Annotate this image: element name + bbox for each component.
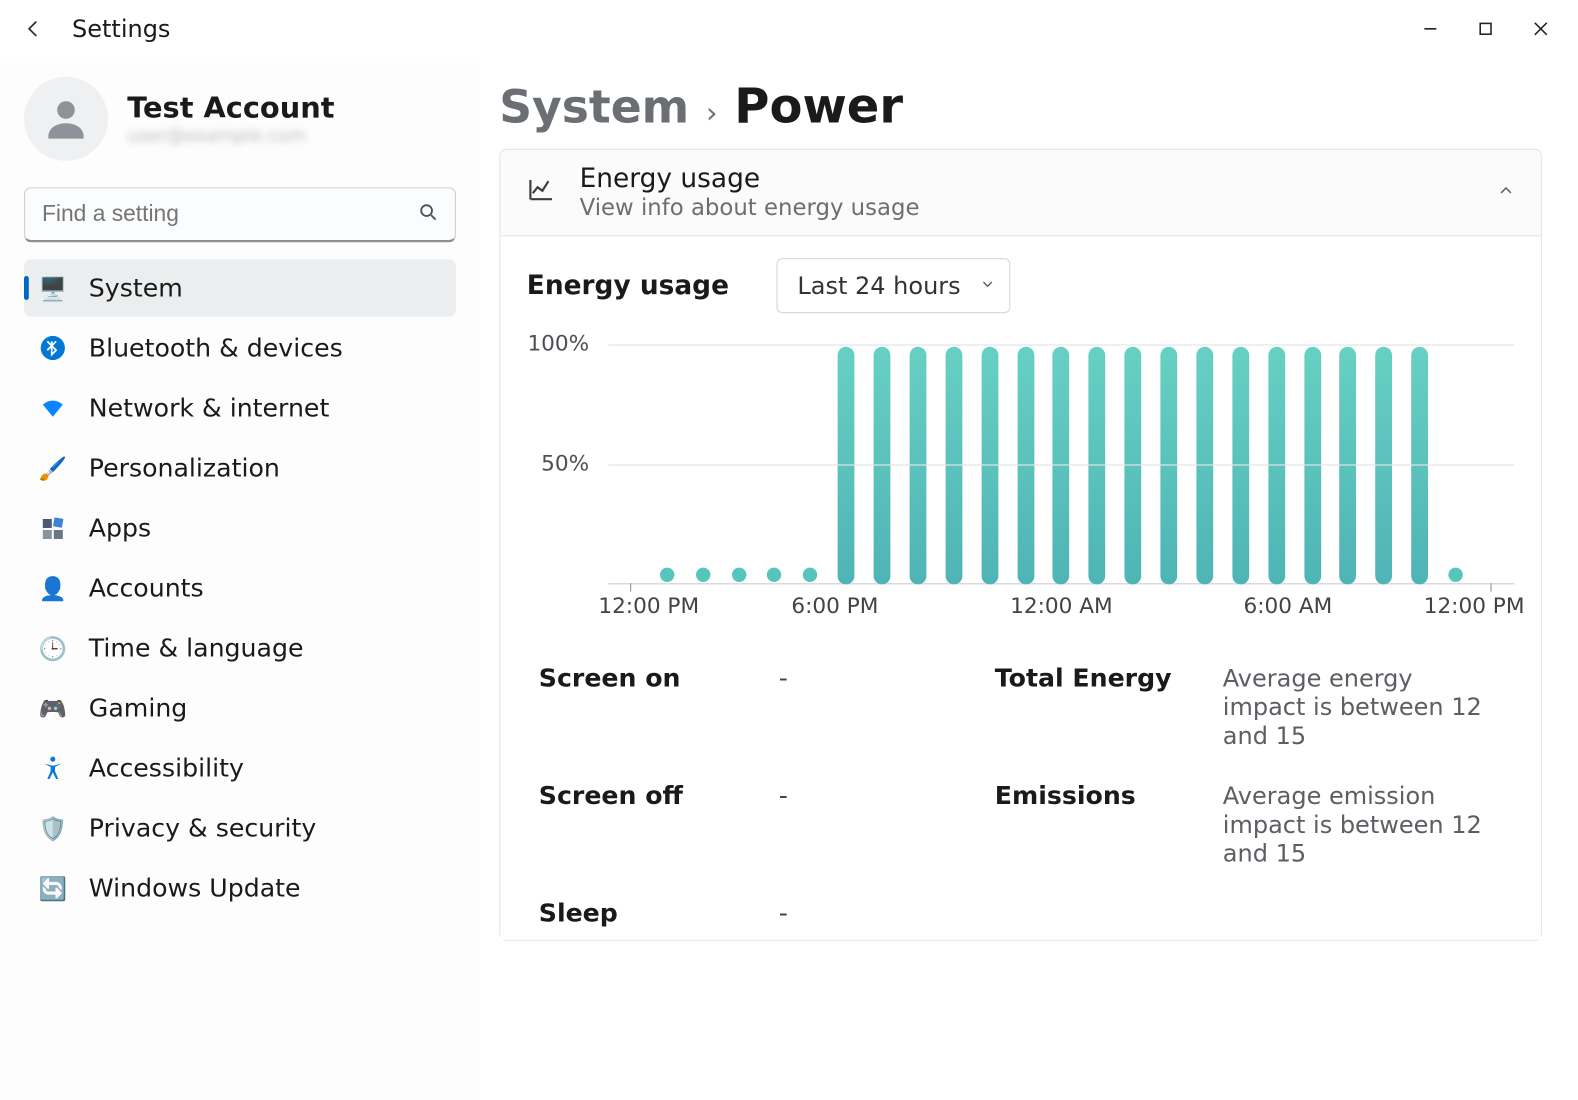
sidebar-item-label: Gaming	[89, 694, 187, 723]
title-bar: Settings	[0, 0, 1578, 58]
x-tick-label: 12:00 PM	[1424, 594, 1525, 619]
card-subtitle: View info about energy usage	[580, 194, 920, 220]
stat-label: Screen on	[539, 664, 779, 750]
nav-icon	[38, 334, 67, 363]
sidebar-item-label: System	[89, 274, 183, 303]
chevron-up-icon	[1498, 181, 1515, 204]
sidebar-item-label: Bluetooth & devices	[89, 334, 343, 363]
nav-icon	[38, 394, 67, 423]
search-input[interactable]	[24, 187, 456, 242]
sidebar-item-windows-update[interactable]: 🔄 Windows Update	[24, 859, 456, 917]
minimize-button[interactable]	[1403, 7, 1458, 50]
stat-value: -	[779, 899, 995, 928]
nav-icon: 🎮	[38, 694, 67, 723]
energy-usage-card: Energy usage View info about energy usag…	[499, 149, 1542, 941]
y-tick-label: 50%	[541, 451, 589, 476]
stat-label: Sleep	[539, 899, 779, 928]
stat-description	[1223, 899, 1503, 928]
nav-icon: 🔄	[38, 874, 67, 903]
back-button[interactable]	[10, 5, 58, 53]
content-area: System › Power Energy usage View info ab…	[480, 58, 1578, 1100]
stat-label: Total Energy	[995, 664, 1223, 750]
stat-description: Average energy impact is between 12 and …	[1223, 664, 1503, 750]
avatar-icon	[24, 77, 108, 161]
x-tick-label: 12:00 PM	[598, 594, 699, 619]
stat-label: Emissions	[995, 781, 1223, 867]
x-tick-label: 12:00 AM	[1010, 594, 1113, 619]
nav-icon: 🛡️	[38, 814, 67, 843]
sidebar-item-network-internet[interactable]: Network & internet	[24, 379, 456, 437]
close-button[interactable]	[1513, 7, 1568, 50]
sidebar-item-label: Apps	[89, 514, 151, 543]
stat-value: -	[779, 664, 995, 750]
chevron-right-icon: ›	[706, 96, 718, 130]
stat-label: Screen off	[539, 781, 779, 867]
account-name: Test Account	[127, 91, 334, 125]
sidebar-item-label: Network & internet	[89, 394, 330, 423]
sidebar-item-label: Accounts	[89, 574, 204, 603]
stat-label	[995, 899, 1223, 928]
nav-icon: 👤	[38, 574, 67, 603]
nav-list: 🖥️ System Bluetooth & devices Network & int…	[24, 259, 456, 917]
breadcrumb: System › Power	[499, 79, 1542, 134]
maximize-button[interactable]	[1458, 7, 1513, 50]
time-range-dropdown[interactable]: Last 24 hours	[777, 258, 1010, 313]
sidebar-item-privacy-security[interactable]: 🛡️ Privacy & security	[24, 799, 456, 857]
app-title: Settings	[58, 14, 171, 43]
sidebar: Test Account user@example.com 🖥️ System Bl…	[0, 58, 480, 1100]
sidebar-item-label: Privacy & security	[89, 814, 317, 843]
sidebar-item-label: Accessibility	[89, 754, 244, 783]
stat-value: -	[779, 781, 995, 867]
nav-icon	[38, 754, 67, 783]
account-block[interactable]: Test Account user@example.com	[24, 77, 456, 161]
nav-icon: 🕒	[38, 634, 67, 663]
breadcrumb-parent[interactable]: System	[499, 80, 689, 133]
energy-usage-header[interactable]: Energy usage View info about energy usag…	[500, 150, 1540, 236]
nav-icon: 🖌️	[38, 454, 67, 483]
energy-stats: Screen on-Total EnergyAverage energy imp…	[527, 664, 1515, 928]
account-email: user@example.com	[127, 125, 334, 147]
search-icon	[418, 202, 440, 228]
sidebar-item-system[interactable]: 🖥️ System	[24, 259, 456, 317]
y-tick-label: 100%	[527, 331, 589, 356]
sidebar-item-label: Personalization	[89, 454, 280, 483]
breadcrumb-current: Power	[734, 79, 903, 134]
chart-icon	[527, 175, 556, 211]
sidebar-item-bluetooth-devices[interactable]: Bluetooth & devices	[24, 319, 456, 377]
sidebar-item-apps[interactable]: Apps	[24, 499, 456, 557]
sidebar-item-gaming[interactable]: 🎮 Gaming	[24, 679, 456, 737]
stat-description: Average emission impact is between 12 an…	[1223, 781, 1503, 867]
nav-icon: 🖥️	[38, 274, 67, 303]
sidebar-item-label: Time & language	[89, 634, 304, 663]
sidebar-item-time-language[interactable]: 🕒 Time & language	[24, 619, 456, 677]
energy-section-label: Energy usage	[527, 271, 729, 301]
sidebar-item-personalization[interactable]: 🖌️ Personalization	[24, 439, 456, 497]
dropdown-value: Last 24 hours	[797, 271, 960, 300]
sidebar-item-accessibility[interactable]: Accessibility	[24, 739, 456, 797]
chevron-down-icon	[980, 277, 994, 295]
sidebar-item-accounts[interactable]: 👤 Accounts	[24, 559, 456, 617]
x-tick-label: 6:00 AM	[1244, 594, 1333, 619]
energy-chart: 100%50% 12:00 PM6:00 PM12:00 AM6:00 AM12…	[527, 344, 1515, 630]
nav-icon	[38, 514, 67, 543]
card-title: Energy usage	[580, 164, 920, 194]
sidebar-item-label: Windows Update	[89, 874, 301, 903]
x-tick-label: 6:00 PM	[791, 594, 878, 619]
